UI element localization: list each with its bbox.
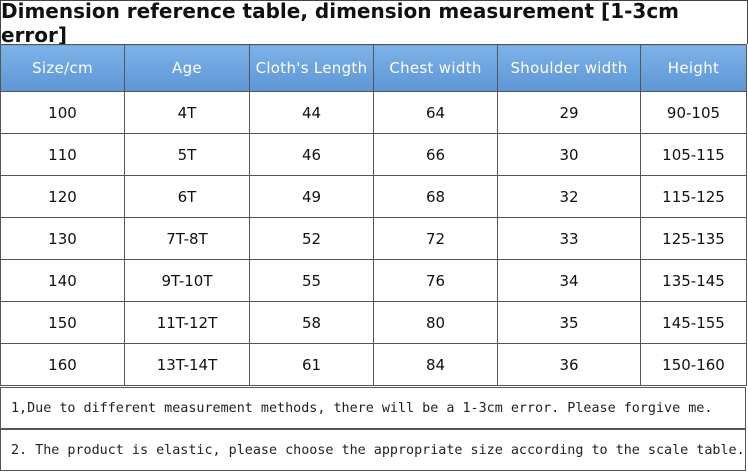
note: 1,Due to different measurement methods, … xyxy=(0,387,746,429)
table-cell: 44 xyxy=(249,91,374,134)
table-cell: 72 xyxy=(373,217,498,260)
table-cell: 80 xyxy=(373,301,498,344)
table-cell: 4T xyxy=(124,91,250,134)
table-row: 150 11T-12T 58 80 35 145-155 xyxy=(0,301,747,344)
table-cell: 76 xyxy=(373,259,498,302)
table-cell: 84 xyxy=(373,343,498,386)
table-cell: 160 xyxy=(0,343,125,386)
table-cell: 52 xyxy=(249,217,374,260)
table-cell: 7T-8T xyxy=(124,217,250,260)
header-row: Size/cm Age Cloth's Length Chest width Shoul… xyxy=(0,44,747,92)
table-cell: 130 xyxy=(0,217,125,260)
header-cell: Size/cm xyxy=(0,44,125,92)
table-cell: 35 xyxy=(497,301,641,344)
table-cell: 49 xyxy=(249,175,374,218)
table-cell: 6T xyxy=(124,175,250,218)
table-cell: 68 xyxy=(373,175,498,218)
header-cell: Cloth's Length xyxy=(249,44,374,92)
table-row: 140 9T-10T 55 76 34 135-145 xyxy=(0,259,747,302)
table-cell: 140 xyxy=(0,259,125,302)
header-cell: Shoulder width xyxy=(497,44,641,92)
table-cell: 11T-12T xyxy=(124,301,250,344)
table-cell: 120 xyxy=(0,175,125,218)
table-cell: 30 xyxy=(497,133,641,176)
table-cell: 36 xyxy=(497,343,641,386)
table-cell: 64 xyxy=(373,91,498,134)
table-cell: 105-115 xyxy=(640,133,747,176)
header-cell: Height xyxy=(640,44,747,92)
table-cell: 55 xyxy=(249,259,374,302)
table-cell: 13T-14T xyxy=(124,343,250,386)
table-row: 100 4T 44 64 29 90-105 xyxy=(0,91,747,134)
table-cell: 33 xyxy=(497,217,641,260)
table-row: 110 5T 46 66 30 105-115 xyxy=(0,133,747,176)
table-cell: 29 xyxy=(497,91,641,134)
table-cell: 100 xyxy=(0,91,125,134)
table-cell: 58 xyxy=(249,301,374,344)
table-row: 160 13T-14T 61 84 36 150-160 xyxy=(0,343,747,386)
table-cell: 110 xyxy=(0,133,125,176)
note: 2. The product is elastic, please choose… xyxy=(0,429,746,471)
table-row: 130 7T-8T 52 72 33 125-135 xyxy=(0,217,747,260)
table-cell: 90-105 xyxy=(640,91,747,134)
table-cell: 115-125 xyxy=(640,175,747,218)
table-cell: 61 xyxy=(249,343,374,386)
table-cell: 5T xyxy=(124,133,250,176)
header-cell: Chest width xyxy=(373,44,498,92)
table-cell: 32 xyxy=(497,175,641,218)
table-row: 120 6T 49 68 32 115-125 xyxy=(0,175,747,218)
title: Dimension reference table, dimension mea… xyxy=(0,0,748,47)
table-cell: 125-135 xyxy=(640,217,747,260)
size-table: Size/cm Age Cloth's Length Chest width Shoul… xyxy=(0,44,747,386)
table-cell: 66 xyxy=(373,133,498,176)
table-cell: 9T-10T xyxy=(124,259,250,302)
table-cell: 150 xyxy=(0,301,125,344)
table-cell: 34 xyxy=(497,259,641,302)
table-cell: 135-145 xyxy=(640,259,747,302)
table-cell: 145-155 xyxy=(640,301,747,344)
table-cell: 150-160 xyxy=(640,343,747,386)
header-cell: Age xyxy=(124,44,250,92)
table-cell: 46 xyxy=(249,133,374,176)
